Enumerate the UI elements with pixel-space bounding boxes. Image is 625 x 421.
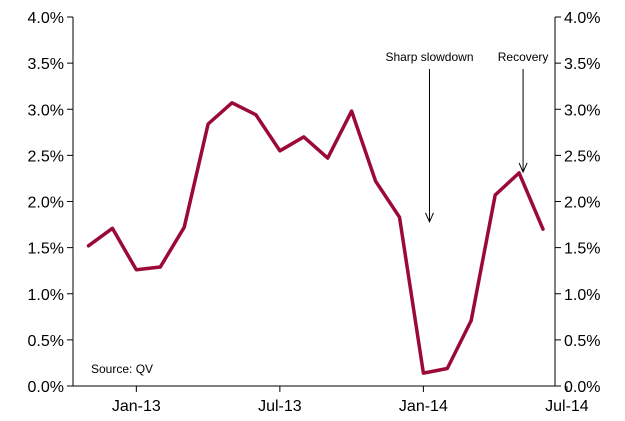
right-y-tick-label: 2.5% (564, 148, 600, 165)
annotation-arrow-head (518, 162, 528, 174)
left-y-tick-label: 4.0% (28, 10, 64, 27)
right-y-tick-label: 0.5% (564, 333, 600, 350)
right-y-tick-label: 1.0% (564, 287, 600, 304)
annotation-label: Sharp slowdown (385, 50, 473, 64)
left-y-tick-label: 0.5% (28, 333, 64, 350)
left-y-tick-label: 1.0% (28, 287, 64, 304)
series-line (86, 101, 545, 375)
x-tick-label: Jan-13 (112, 398, 161, 415)
left-y-tick-label: 1.5% (28, 241, 64, 258)
source-note: Source: QV (91, 362, 153, 376)
annotation-label: Recovery (498, 50, 549, 64)
x-tick-label: Jul-13 (258, 398, 302, 415)
annotations-layer: Sharp slowdown Recovery (385, 50, 549, 224)
right-y-tick-label: 2.0% (564, 195, 600, 212)
x-tick-label: Jan-14 (399, 398, 448, 415)
right-y-tick-label: 4.0% (564, 10, 600, 27)
left-y-tick-label: 3.0% (28, 102, 64, 119)
left-y-tick-label: 2.0% (28, 195, 64, 212)
left-y-tick-label: 0.0% (28, 379, 64, 396)
right-y-tick-label: 3.0% (564, 102, 600, 119)
right-y-tick-label: 0.0% (564, 379, 600, 396)
right-y-tick-label: 3.5% (564, 56, 600, 73)
x-axis: Jan-13 Jul-13 Jan-14 Jul-14 (73, 385, 589, 415)
series-layer (86, 101, 545, 375)
left-y-tick-label: 3.5% (28, 56, 64, 73)
left-y-tick-label: 2.5% (28, 148, 64, 165)
right-y-axis: 0.0% 0.5% 1.0% 1.5% 2.0% 2.5% 3.0% 3.5% 4.0% (554, 10, 600, 396)
left-y-axis: 0.0% 0.5% 1.0% 1.5% 2.0% 2.5% 3.0% 3.5% 4.0% (28, 10, 74, 396)
annotation-arrow-head (425, 212, 434, 224)
right-y-tick-label: 1.5% (564, 241, 600, 258)
x-tick-label: Jul-14 (545, 398, 589, 415)
